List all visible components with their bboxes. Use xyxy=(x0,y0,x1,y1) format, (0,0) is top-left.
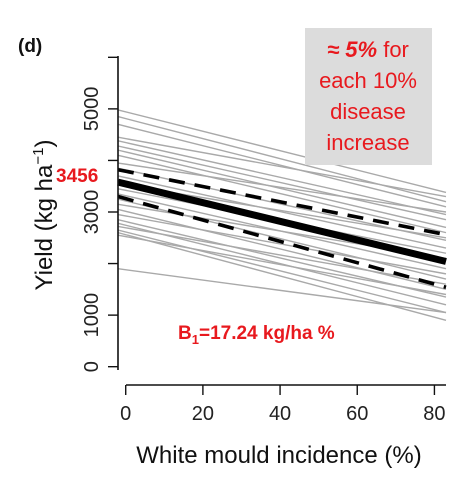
annotation-box-bold: ≈ 5% xyxy=(327,37,377,62)
annotation-box-rest: for xyxy=(377,37,409,62)
study-line xyxy=(117,136,447,198)
study-line xyxy=(117,154,447,234)
annotation-box-line-1: ≈ 5% for xyxy=(327,37,409,62)
y-tick-label: 3000 xyxy=(81,190,103,235)
mean-and-ci xyxy=(117,167,447,290)
study-line xyxy=(117,208,447,291)
annotation-box xyxy=(305,28,432,165)
y-axis-title-sup: −1 xyxy=(30,148,47,165)
x-tick-label: 80 xyxy=(423,403,445,425)
slope-label-prefix: B xyxy=(178,323,192,344)
x-tick-label: 0 xyxy=(120,403,131,425)
slope-label: B1=17.24 kg/ha % xyxy=(178,323,335,347)
study-line xyxy=(117,115,447,203)
study-line xyxy=(117,175,447,249)
intercept-label: 3456 xyxy=(56,166,98,187)
x-axis-title: White mould incidence (%) xyxy=(136,442,421,469)
x-tick-label: 40 xyxy=(269,403,291,425)
study-line xyxy=(117,145,447,221)
y-axis-title-main: Yield (kg ha xyxy=(31,164,58,291)
y-tick-label: 0 xyxy=(81,361,103,372)
panel-label: (d) xyxy=(18,36,42,57)
annotation-box-line-4: increase xyxy=(326,130,409,155)
y-tick-label: 5000 xyxy=(81,87,103,132)
annotation-box-line-3: disease xyxy=(330,99,406,124)
slope-label-suffix: =17.24 kg/ha % xyxy=(199,323,335,344)
y-ticks: 0 1000 3000 5000 xyxy=(81,56,118,372)
annotation-box-line-2: each 10% xyxy=(319,68,417,93)
study-line xyxy=(117,268,447,314)
study-line xyxy=(117,140,447,216)
grand-mean-line xyxy=(117,178,447,265)
study-line xyxy=(117,225,447,285)
x-tick-label: 20 xyxy=(192,403,214,425)
study-line xyxy=(117,109,447,194)
x-ticks: 0 20 40 60 80 xyxy=(120,385,446,425)
x-tick-label: 60 xyxy=(346,403,368,425)
study-line xyxy=(117,231,447,321)
ci-upper-line xyxy=(117,167,447,237)
study-line xyxy=(117,162,447,213)
y-tick-label: 1000 xyxy=(81,293,103,338)
study-line xyxy=(117,123,447,208)
study-line xyxy=(117,222,447,306)
study-line xyxy=(117,213,447,275)
slope-label-sub: 1 xyxy=(192,332,199,347)
y-axis-title: Yield (kg ha−1) xyxy=(30,140,58,291)
study-line xyxy=(117,234,447,296)
study-line xyxy=(117,149,447,229)
y-axis-title-close: ) xyxy=(31,140,58,148)
study-line xyxy=(117,229,447,314)
ci-lower-line xyxy=(117,194,447,290)
